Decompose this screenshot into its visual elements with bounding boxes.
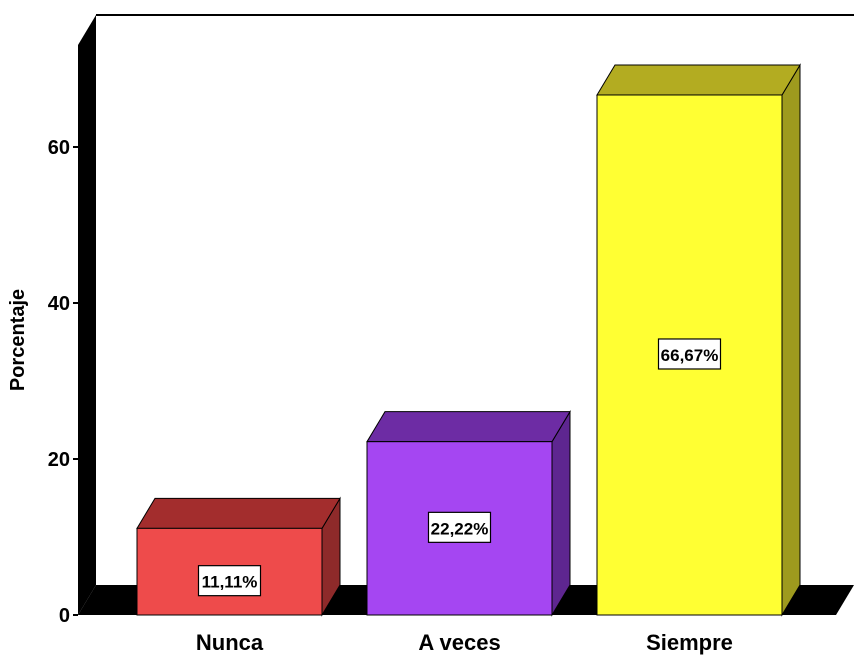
- left-wall: [78, 15, 96, 615]
- labels-group: 0 20 40 60 11,11% Nunca 22,22% A veces 66,67% Sie…: [48, 137, 733, 655]
- y-tick-label-60: 60: [48, 137, 70, 159]
- data-label-box-0: [197, 565, 262, 597]
- data-label-box-1: [427, 511, 492, 543]
- bars-group: [136, 63, 801, 617]
- data-label-1: 22,22%: [431, 519, 489, 538]
- y-tick-label-0: 0: [59, 605, 70, 627]
- bar-side-1: [551, 409, 571, 617]
- bar-top-2: [596, 64, 801, 96]
- category-label-0: Nunca: [196, 630, 264, 655]
- category-label-2: Siempre: [646, 630, 733, 655]
- bar-top-1: [366, 411, 571, 443]
- bar-side-2: [781, 63, 801, 617]
- y-tick-label-40: 40: [48, 293, 70, 315]
- data-label-0: 11,11%: [202, 573, 258, 592]
- data-label-box-2: [657, 338, 722, 370]
- y-tick-label-20: 20: [48, 449, 70, 471]
- y-axis-title: Porcentaje: [7, 289, 29, 391]
- bar-top-0: [136, 497, 341, 529]
- data-label-2: 66,67%: [661, 346, 719, 365]
- category-label-1: A veces: [418, 630, 500, 655]
